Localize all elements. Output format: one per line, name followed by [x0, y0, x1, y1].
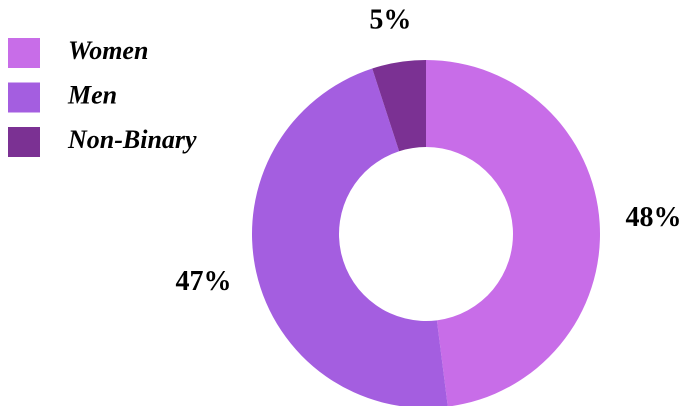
- slice: [251, 68, 448, 406]
- legend-swatch: [8, 82, 40, 113]
- legend-label: Women: [68, 36, 148, 65]
- legend-label: Non-Binary: [67, 125, 197, 154]
- legend-swatch: [8, 127, 40, 157]
- data-label: 48%: [626, 202, 681, 233]
- data-label: 5%: [369, 4, 411, 35]
- slice: [426, 60, 601, 406]
- legend-swatch: [8, 38, 40, 68]
- legend-label: Men: [67, 80, 117, 109]
- data-label: 47%: [175, 266, 231, 297]
- slice: [372, 60, 426, 152]
